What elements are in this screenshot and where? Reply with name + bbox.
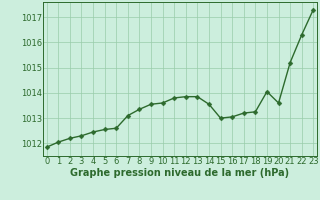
X-axis label: Graphe pression niveau de la mer (hPa): Graphe pression niveau de la mer (hPa) [70,168,290,178]
